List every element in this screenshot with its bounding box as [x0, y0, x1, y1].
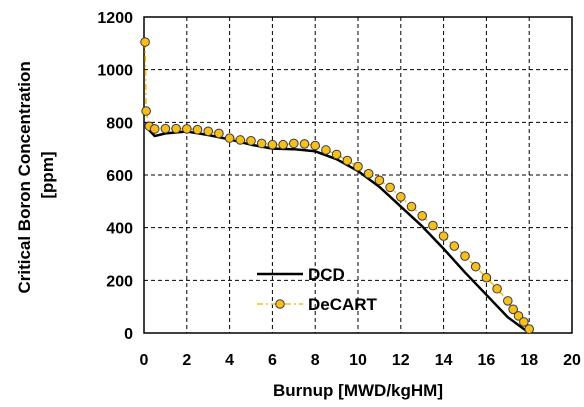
- series-decart-point: [310, 140, 321, 151]
- legend-decart-marker: [275, 299, 285, 309]
- series-decart-point: [342, 155, 353, 166]
- x-tick-label: 0: [140, 352, 149, 369]
- series-decart-point: [256, 138, 267, 149]
- series-decart-point: [406, 201, 417, 212]
- series-decart-point: [171, 123, 181, 134]
- series-decart-point: [331, 149, 342, 160]
- x-axis-title: Burnup [MWD/kgHM]: [273, 381, 443, 400]
- y-tick-label: 600: [106, 168, 133, 185]
- x-tick-label: 14: [435, 352, 453, 369]
- series-layer: [140, 37, 535, 335]
- x-tick-label: 2: [182, 352, 191, 369]
- series-decart-point: [438, 231, 449, 241]
- series-decart-point: [267, 139, 278, 150]
- series-decart-point: [299, 139, 310, 149]
- series-decart-point: [140, 37, 150, 47]
- series-decart-point: [503, 296, 513, 306]
- x-tick-label: 6: [268, 352, 277, 369]
- series-decart-point: [363, 168, 374, 179]
- series-decart-point: [289, 138, 299, 149]
- y-tick-label: 800: [106, 115, 133, 132]
- y-axis-title: Critical Boron Concentration [ppm]: [15, 56, 57, 293]
- series-decart-point: [508, 304, 518, 315]
- y-tick-label: 1200: [97, 10, 133, 27]
- y-tick-label: 400: [106, 221, 133, 238]
- series-decart-point: [513, 311, 524, 321]
- x-tick-label: 20: [563, 352, 581, 369]
- plot-frame: [143, 16, 573, 334]
- series-decart-point: [182, 124, 192, 134]
- x-tick-label: 4: [225, 352, 234, 369]
- series-decart-point: [321, 145, 331, 155]
- series-decart-point: [278, 139, 288, 150]
- legend-decart-label: DeCART: [308, 295, 378, 314]
- series-decart-point: [449, 241, 460, 251]
- legend-dcd-label: DCD: [308, 265, 345, 284]
- series-decart-point: [460, 251, 470, 261]
- series-decart-point: [203, 126, 213, 137]
- series-decart-point: [385, 182, 395, 193]
- series-decart-point: [141, 106, 151, 116]
- series-decart-point: [192, 124, 203, 135]
- series-decart-line: [144, 42, 530, 330]
- series-decart-point: [481, 272, 492, 283]
- x-tick-label: 12: [392, 352, 410, 369]
- series-decart-point: [492, 283, 502, 294]
- series-decart-point: [374, 175, 385, 186]
- series-decart-point: [246, 135, 256, 146]
- series-decart-point: [149, 124, 160, 134]
- series-decart-point: [519, 317, 529, 327]
- x-tick-label: 8: [311, 352, 320, 369]
- y-tick-label: 1000: [97, 63, 133, 80]
- series-decart-point: [160, 123, 171, 134]
- series-decart-point: [396, 192, 406, 202]
- series-decart-point: [235, 135, 246, 145]
- series-decart-point: [353, 161, 363, 172]
- grid-lines: [144, 17, 572, 333]
- series-decart-point: [428, 220, 438, 231]
- y-tick-label: 0: [124, 326, 133, 343]
- series-dcd-line: [144, 121, 530, 335]
- series-decart-point: [417, 211, 428, 221]
- y-axis-title-line-2: [ppm]: [38, 151, 57, 198]
- x-tick-label: 10: [349, 352, 367, 369]
- x-tick-label: 18: [520, 352, 538, 369]
- series-decart-point: [224, 133, 235, 143]
- series-decart-point: [214, 128, 224, 139]
- y-axis-title-line-1: Critical Boron Concentration: [15, 61, 34, 293]
- series-decart-point: [470, 261, 481, 272]
- series-decart-point: [524, 324, 535, 334]
- legend: DCD DeCART: [257, 265, 378, 314]
- y-tick-label: 200: [106, 273, 133, 290]
- x-tick-label: 16: [478, 352, 496, 369]
